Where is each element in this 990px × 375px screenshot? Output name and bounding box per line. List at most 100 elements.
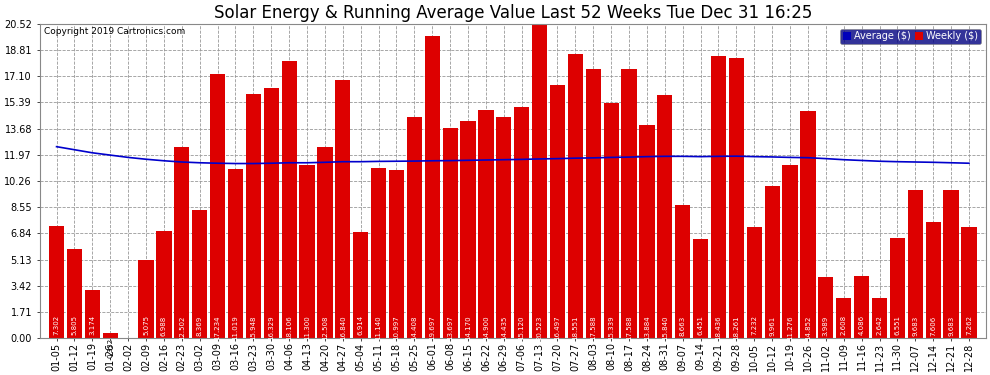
Text: 11.019: 11.019 (233, 315, 239, 340)
Text: 6.988: 6.988 (161, 315, 167, 336)
Bar (943, 190, 958, 338)
Text: 2.642: 2.642 (876, 315, 882, 335)
Bar (263, 88, 279, 338)
Text: 0.332: 0.332 (107, 338, 113, 358)
Bar (729, 58, 744, 338)
Text: 18.551: 18.551 (572, 315, 578, 340)
Bar (890, 238, 905, 338)
Bar (336, 80, 350, 338)
Bar (961, 227, 976, 338)
Text: 14.170: 14.170 (465, 315, 471, 340)
Text: 4.086: 4.086 (858, 315, 864, 335)
Text: 8.663: 8.663 (680, 315, 686, 336)
Text: 3.989: 3.989 (823, 315, 829, 336)
Text: 14.852: 14.852 (805, 315, 811, 340)
Bar (764, 186, 780, 338)
Bar (746, 227, 762, 338)
Bar (657, 96, 672, 338)
Bar (478, 110, 494, 338)
Text: 11.300: 11.300 (304, 315, 310, 340)
Bar (604, 103, 619, 338)
Bar (711, 56, 726, 338)
Bar (872, 298, 887, 338)
Text: 10.997: 10.997 (393, 315, 400, 340)
Bar (353, 232, 368, 338)
Bar (210, 74, 225, 338)
Bar (782, 165, 798, 338)
Text: 5.075: 5.075 (143, 315, 149, 335)
Title: Solar Energy & Running Average Value Last 52 Weeks Tue Dec 31 16:25: Solar Energy & Running Average Value Las… (214, 4, 812, 22)
Bar (837, 298, 851, 338)
Bar (443, 128, 457, 338)
Text: 18.436: 18.436 (716, 315, 722, 340)
Text: 7.232: 7.232 (751, 315, 757, 335)
Text: 15.948: 15.948 (250, 315, 256, 340)
Text: 11.140: 11.140 (375, 315, 381, 340)
Text: Copyright 2019 Cartronics.com: Copyright 2019 Cartronics.com (45, 27, 186, 36)
Text: 20.523: 20.523 (537, 315, 543, 340)
Text: 15.840: 15.840 (662, 315, 668, 340)
Text: 14.435: 14.435 (501, 315, 507, 340)
Bar (693, 239, 708, 338)
Bar (156, 231, 171, 338)
Text: 7.262: 7.262 (966, 315, 972, 335)
Text: 17.588: 17.588 (626, 315, 632, 340)
Bar (67, 249, 82, 338)
Text: 11.276: 11.276 (787, 315, 793, 340)
Text: 6.914: 6.914 (357, 315, 363, 335)
Text: 16.329: 16.329 (268, 315, 274, 340)
Text: 15.120: 15.120 (519, 315, 525, 340)
Text: 9.683: 9.683 (948, 315, 954, 336)
Text: 18.106: 18.106 (286, 315, 292, 340)
Bar (318, 147, 333, 338)
Text: 6.551: 6.551 (894, 315, 900, 335)
Bar (640, 126, 654, 338)
Bar (675, 206, 690, 338)
Text: 18.261: 18.261 (734, 315, 740, 340)
Bar (85, 290, 100, 338)
Bar (514, 106, 530, 338)
Text: 15.339: 15.339 (608, 315, 614, 340)
Text: 14.408: 14.408 (412, 315, 418, 340)
Bar (174, 147, 189, 338)
Bar (854, 276, 869, 338)
Bar (496, 117, 512, 338)
Text: 9.683: 9.683 (912, 315, 919, 336)
Bar (800, 111, 816, 338)
Bar (192, 210, 207, 338)
Bar (103, 333, 118, 338)
Text: 3.174: 3.174 (89, 315, 95, 335)
Bar (460, 121, 475, 338)
Bar (926, 222, 940, 338)
Text: 6.451: 6.451 (698, 315, 704, 335)
Text: 5.805: 5.805 (71, 315, 77, 335)
Bar (549, 86, 565, 338)
Bar (299, 165, 315, 338)
Text: 7.302: 7.302 (53, 315, 59, 335)
Bar (281, 61, 297, 338)
Bar (139, 261, 153, 338)
Bar (622, 69, 637, 338)
Text: 16.840: 16.840 (340, 315, 346, 340)
Bar (49, 226, 64, 338)
Text: 9.961: 9.961 (769, 315, 775, 336)
Legend: Average ($), Weekly ($): Average ($), Weekly ($) (841, 28, 981, 44)
Text: 16.497: 16.497 (554, 315, 560, 340)
Text: 7.606: 7.606 (931, 315, 937, 336)
Bar (586, 69, 601, 338)
Text: 12.502: 12.502 (179, 315, 185, 340)
Bar (371, 168, 386, 338)
Text: 17.588: 17.588 (590, 315, 596, 340)
Bar (532, 24, 547, 338)
Bar (908, 190, 923, 338)
Text: 19.697: 19.697 (430, 315, 436, 340)
Bar (425, 36, 440, 338)
Text: 2.608: 2.608 (841, 315, 846, 335)
Text: 8.369: 8.369 (197, 315, 203, 336)
Bar (818, 277, 834, 338)
Bar (246, 94, 261, 338)
Text: 17.234: 17.234 (215, 315, 221, 340)
Text: 12.508: 12.508 (322, 315, 328, 340)
Bar (407, 117, 422, 338)
Bar (389, 170, 404, 338)
